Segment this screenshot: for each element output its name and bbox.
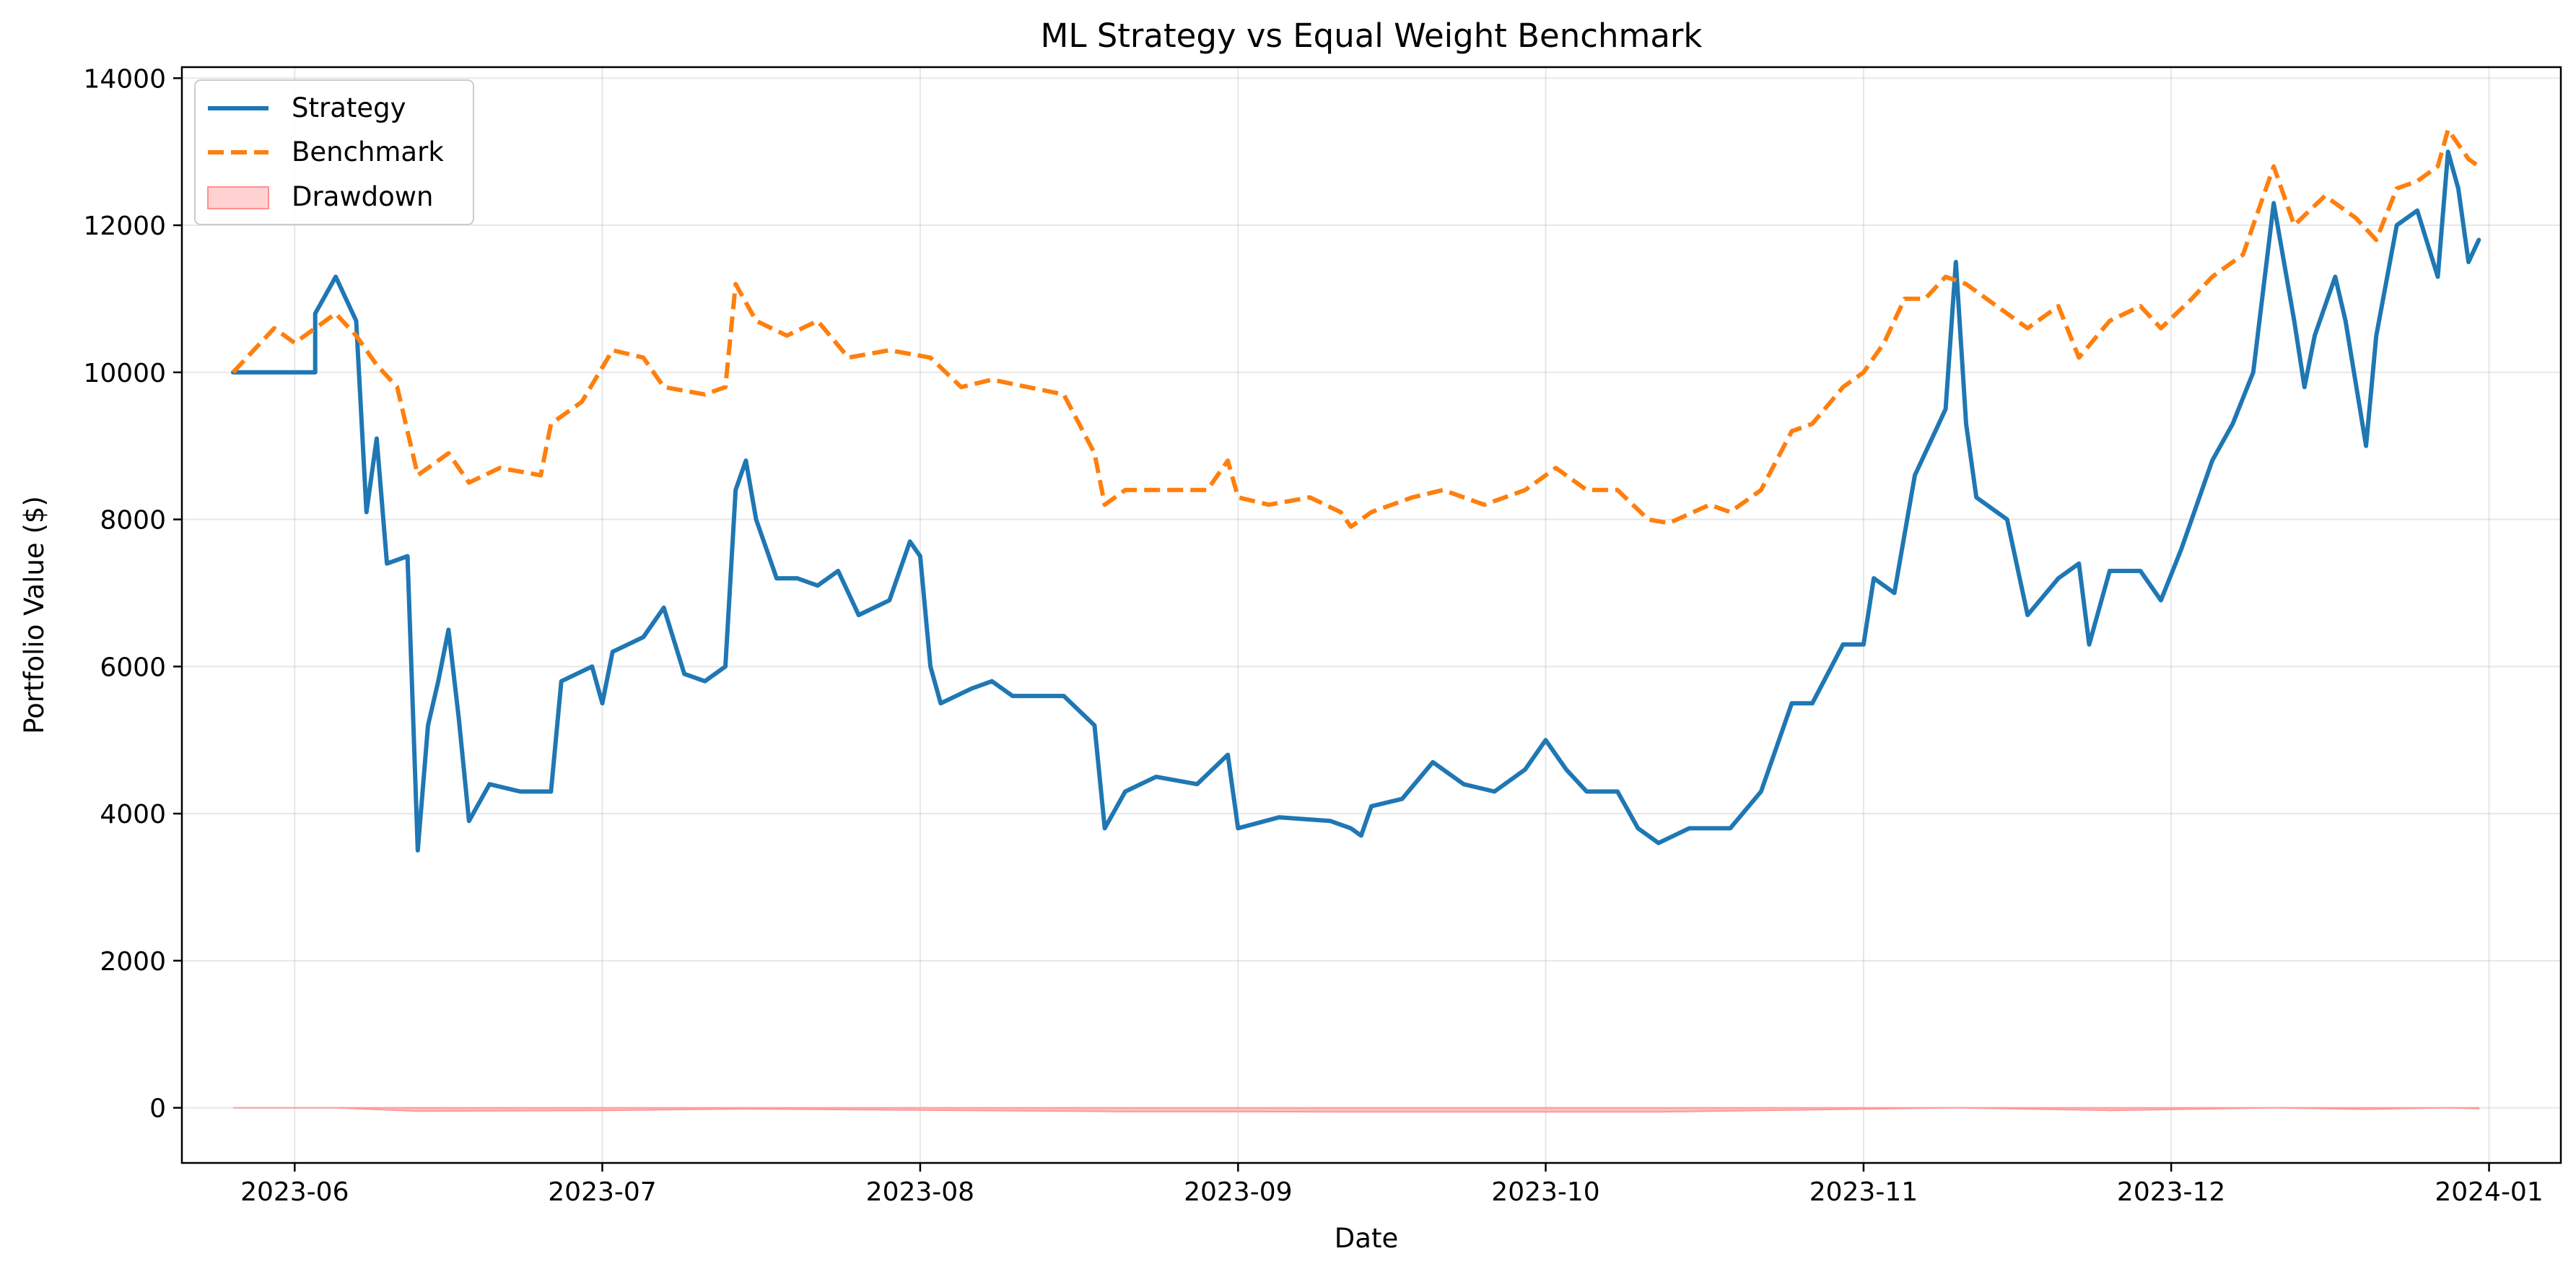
axis-ticks: 2023-06 2023-07 2023-08 2023-09 2023-10 2023-… [83, 64, 2543, 1207]
x-tick-label: 2023-12 [2117, 1177, 2225, 1207]
y-tick-label: 12000 [83, 212, 166, 241]
legend-drawdown-label: Drawdown [292, 181, 433, 212]
y-axis-label: Portfolio Value ($) [19, 496, 50, 734]
x-tick-label: 2023-08 [866, 1177, 974, 1207]
x-tick-label: 2024-01 [2435, 1177, 2543, 1207]
axes-frame [180, 66, 2562, 1164]
plot-area [231, 127, 2481, 1113]
legend-benchmark-label: Benchmark [292, 136, 444, 167]
y-tick-label: 6000 [100, 653, 166, 682]
legend-strategy-label: Strategy [292, 92, 406, 123]
drawdown-area [233, 1107, 2480, 1113]
y-tick-label: 8000 [100, 506, 166, 536]
chart-title: ML Strategy vs Equal Weight Benchmark [1041, 17, 1703, 55]
x-tick-label: 2023-11 [1809, 1177, 1918, 1207]
x-tick-label: 2023-09 [1184, 1177, 1292, 1207]
y-tick-label: 14000 [83, 64, 166, 94]
y-tick-label: 10000 [83, 359, 166, 388]
strategy-line [231, 149, 2481, 853]
x-axis-label: Date [1335, 1223, 1398, 1254]
x-tick-label: 2023-07 [548, 1177, 656, 1207]
benchmark-line [231, 127, 2481, 529]
y-tick-label: 0 [149, 1094, 166, 1124]
y-tick-label: 4000 [100, 800, 166, 829]
legend-drawdown-swatch [207, 186, 269, 209]
legend: Strategy Benchmark Drawdown [194, 79, 474, 225]
x-tick-label: 2023-06 [240, 1177, 349, 1207]
x-tick-label: 2023-10 [1491, 1177, 1599, 1207]
y-tick-label: 2000 [100, 947, 166, 977]
